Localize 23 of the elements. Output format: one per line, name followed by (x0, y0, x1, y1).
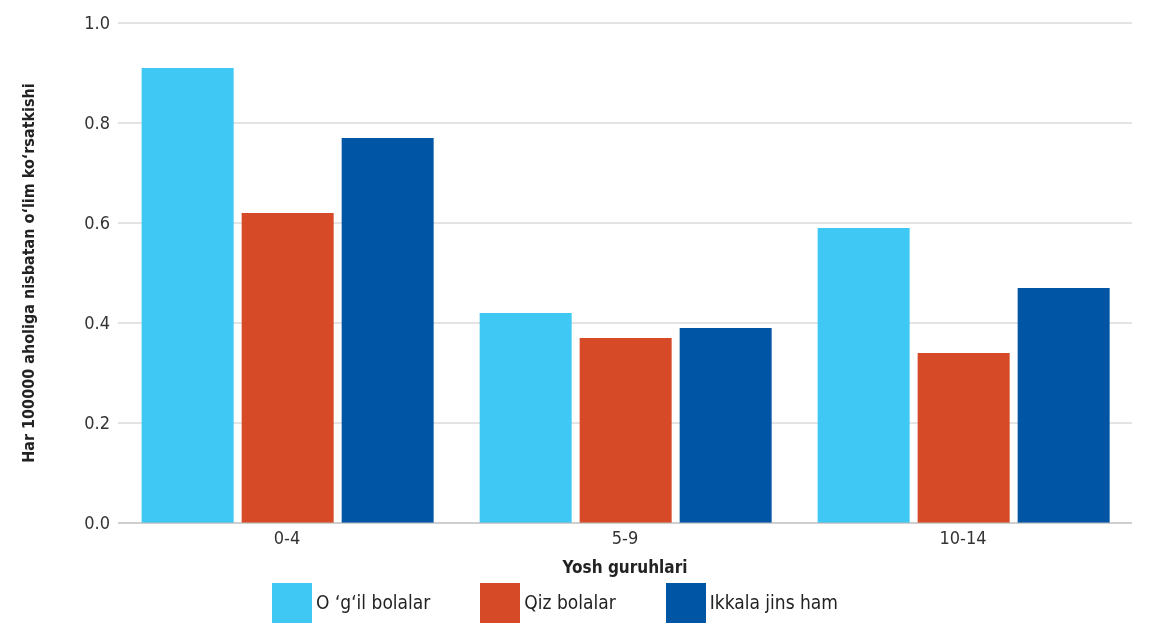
x-tick-label: 10-14 (939, 526, 987, 548)
legend-label: Ikkala jins ham (709, 590, 838, 613)
y-tick-label: 0.8 (84, 112, 110, 134)
x-tick-label: 0-4 (273, 526, 301, 548)
bar (341, 138, 434, 523)
y-tick-label: 0.6 (84, 212, 110, 234)
bar (679, 328, 772, 523)
legend-label: Qiz bolalar (524, 590, 616, 613)
bar (479, 313, 572, 523)
bar (817, 228, 910, 523)
y-tick-label: 1.0 (84, 12, 110, 34)
bar (241, 213, 334, 523)
bar (917, 353, 1010, 523)
y-tick-label: 0.2 (84, 412, 110, 434)
bar (579, 338, 672, 523)
y-axis-title: Har 100000 aholiga nisbatan o‘lim ko‘rsatkishi (18, 83, 38, 463)
y-tick-label: 0.4 (84, 312, 110, 334)
y-tick-label: 0.0 (84, 512, 110, 534)
x-tick-label: 5-9 (611, 526, 639, 548)
bar (141, 68, 234, 523)
x-axis-title: Yosh guruhlari (561, 557, 688, 577)
bar (1017, 288, 1110, 523)
legend-label: O ‘g‘il bolalar (316, 590, 431, 613)
